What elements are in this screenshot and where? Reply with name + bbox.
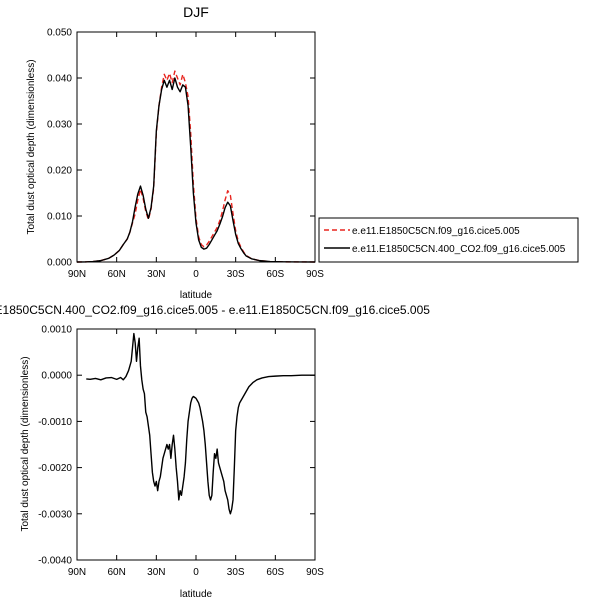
bottom-chart-x-tick-label: 90N bbox=[68, 567, 86, 578]
bottom-chart-y-tick-label: -0.0030 bbox=[38, 509, 72, 520]
legend: e.e11.E1850C5CN.f09_g16.cice5.005 e.e11.… bbox=[318, 217, 579, 263]
top-chart: DJF 90N 60N 30N 0 30S 60S 90S 0.0000.0100.0200… bbox=[26, 4, 324, 301]
top-chart-x-tick-label: 60N bbox=[107, 269, 125, 280]
top-chart-y-tick-label: 0.030 bbox=[47, 120, 72, 131]
bottom-chart-y-tick-label: 0.0010 bbox=[41, 325, 72, 336]
top-chart-y-axis: 0.000 0.010 0.020 0.030 0.040 0.050 bbox=[47, 28, 315, 269]
top-chart-series-line-1 bbox=[76, 70, 316, 263]
top-chart-frame bbox=[76, 31, 316, 263]
top-chart-y-tick-label: 0.040 bbox=[47, 74, 72, 85]
bottom-chart-x-tick-label: 30N bbox=[147, 567, 165, 578]
top-chart-y-tick-label: 0.000 bbox=[47, 258, 72, 269]
top-chart-y-tick-label: 0.020 bbox=[47, 166, 72, 177]
top-chart-title: DJF bbox=[183, 4, 209, 20]
bottom-chart-series bbox=[86, 332, 315, 515]
bottom-chart: e.e11.E1850C5CN.400_CO2.f09_g16.cice5.00… bbox=[0, 303, 430, 600]
top-chart-ylabel: Total dust optical depth (dimensionless) bbox=[26, 59, 37, 234]
top-chart-xlabel: latitude bbox=[180, 290, 213, 301]
legend-label-2: e.e11.E1850C5CN.400_CO2.f09_g16.cice5.00… bbox=[352, 244, 566, 255]
bottom-chart-x-tick-label: 60N bbox=[107, 567, 125, 578]
top-chart-x-tick-label: 30N bbox=[147, 269, 165, 280]
bottom-chart-x-tick-label: 60S bbox=[266, 567, 284, 578]
top-chart-x-tick-label: 90N bbox=[68, 269, 86, 280]
top-chart-series-line-2 bbox=[76, 77, 316, 263]
top-chart-series bbox=[76, 70, 316, 263]
top-chart-x-tick-label: 60S bbox=[266, 269, 284, 280]
top-chart-x-tick-label: 0 bbox=[193, 269, 199, 280]
bottom-chart-xlabel: latitude bbox=[180, 589, 213, 600]
top-chart-x-tick-label: 30S bbox=[227, 269, 245, 280]
legend-box bbox=[318, 217, 579, 263]
top-chart-x-axis: 90N 60N 30N 0 30S 60S 90S bbox=[68, 32, 324, 280]
bottom-chart-y-tick-label: -0.0020 bbox=[38, 463, 72, 474]
bottom-chart-title: e.e11.E1850C5CN.400_CO2.f09_g16.cice5.00… bbox=[0, 303, 430, 317]
legend-label-1: e.e11.E1850C5CN.f09_g16.cice5.005 bbox=[352, 226, 520, 237]
bottom-chart-y-tick-label: -0.0040 bbox=[38, 556, 72, 567]
top-chart-y-tick-label: 0.010 bbox=[47, 212, 72, 223]
bottom-chart-x-tick-label: 0 bbox=[193, 567, 199, 578]
bottom-chart-y-axis: 0.0010 0.0000 -0.0010 -0.0020 -0.0030 -0.0040 bbox=[38, 325, 315, 567]
bottom-chart-y-tick-label: 0.0000 bbox=[41, 371, 72, 382]
bottom-chart-x-tick-label: 90S bbox=[306, 567, 324, 578]
top-chart-y-tick-label: 0.050 bbox=[47, 28, 72, 39]
bottom-chart-y-tick-label: -0.0010 bbox=[38, 417, 72, 428]
bottom-chart-frame bbox=[76, 328, 316, 561]
top-chart-x-tick-label: 90S bbox=[306, 269, 324, 280]
bottom-chart-x-axis: 90N 60N 30N 0 30S 60S 90S bbox=[68, 329, 324, 578]
bottom-chart-x-tick-label: 30S bbox=[227, 567, 245, 578]
bottom-chart-series-line-1 bbox=[86, 332, 315, 515]
bottom-chart-ylabel: Total dust optical depth (dimensionless) bbox=[20, 356, 31, 531]
